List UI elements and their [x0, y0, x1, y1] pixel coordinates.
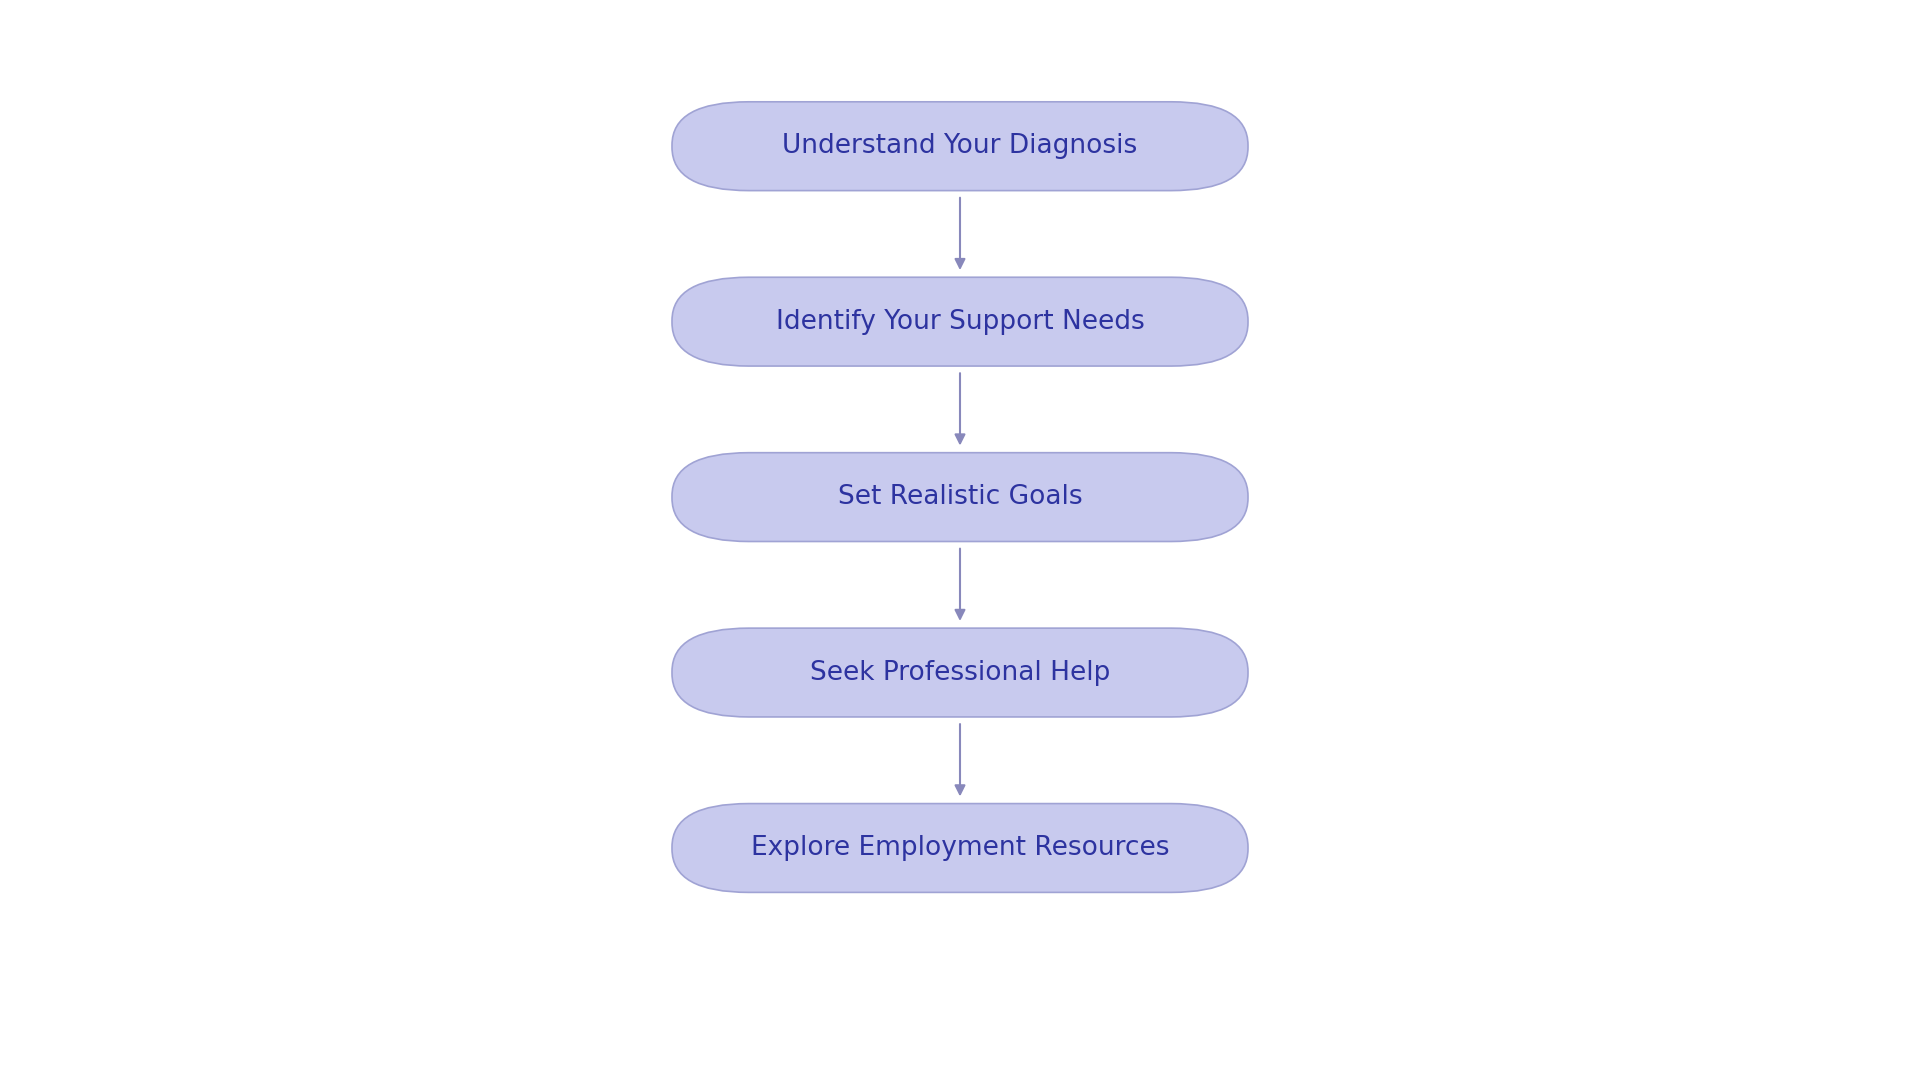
FancyBboxPatch shape — [672, 102, 1248, 191]
FancyBboxPatch shape — [672, 453, 1248, 542]
FancyBboxPatch shape — [672, 628, 1248, 717]
Text: Understand Your Diagnosis: Understand Your Diagnosis — [781, 133, 1139, 159]
Text: Explore Employment Resources: Explore Employment Resources — [751, 835, 1169, 861]
Text: Seek Professional Help: Seek Professional Help — [810, 660, 1110, 686]
Text: Identify Your Support Needs: Identify Your Support Needs — [776, 309, 1144, 335]
FancyBboxPatch shape — [672, 804, 1248, 892]
Text: Set Realistic Goals: Set Realistic Goals — [837, 484, 1083, 510]
FancyBboxPatch shape — [672, 277, 1248, 366]
